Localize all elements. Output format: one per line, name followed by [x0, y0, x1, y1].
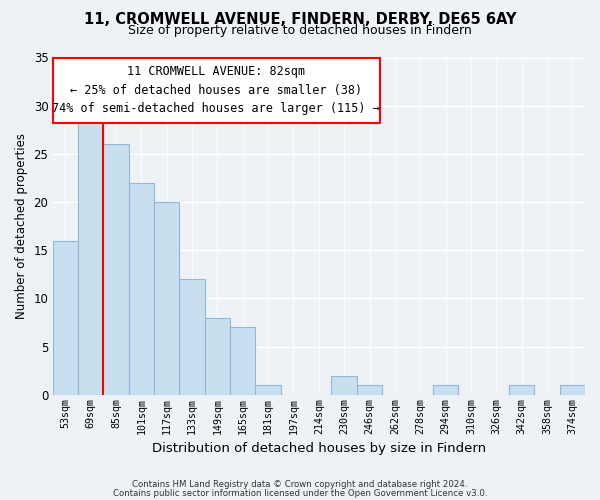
Bar: [78, 116, 103, 395]
Bar: [230, 328, 256, 395]
Y-axis label: Number of detached properties: Number of detached properties: [15, 133, 28, 319]
Bar: [128, 183, 154, 395]
X-axis label: Distribution of detached houses by size in Findern: Distribution of detached houses by size …: [152, 442, 486, 455]
Bar: [154, 202, 179, 395]
Bar: [256, 385, 281, 395]
Bar: [560, 385, 585, 395]
Text: Size of property relative to detached houses in Findern: Size of property relative to detached ho…: [128, 24, 472, 37]
Bar: [357, 385, 382, 395]
Text: Contains public sector information licensed under the Open Government Licence v3: Contains public sector information licen…: [113, 488, 487, 498]
Bar: [205, 318, 230, 395]
Bar: [433, 385, 458, 395]
Bar: [509, 385, 534, 395]
Bar: [179, 279, 205, 395]
Text: 11 CROMWELL AVENUE: 82sqm
← 25% of detached houses are smaller (38)
74% of semi-: 11 CROMWELL AVENUE: 82sqm ← 25% of detac…: [52, 66, 380, 116]
Text: Contains HM Land Registry data © Crown copyright and database right 2024.: Contains HM Land Registry data © Crown c…: [132, 480, 468, 489]
Bar: [103, 144, 128, 395]
Bar: [53, 240, 78, 395]
Bar: [331, 376, 357, 395]
FancyBboxPatch shape: [53, 58, 380, 124]
Text: 11, CROMWELL AVENUE, FINDERN, DERBY, DE65 6AY: 11, CROMWELL AVENUE, FINDERN, DERBY, DE6…: [84, 12, 516, 28]
